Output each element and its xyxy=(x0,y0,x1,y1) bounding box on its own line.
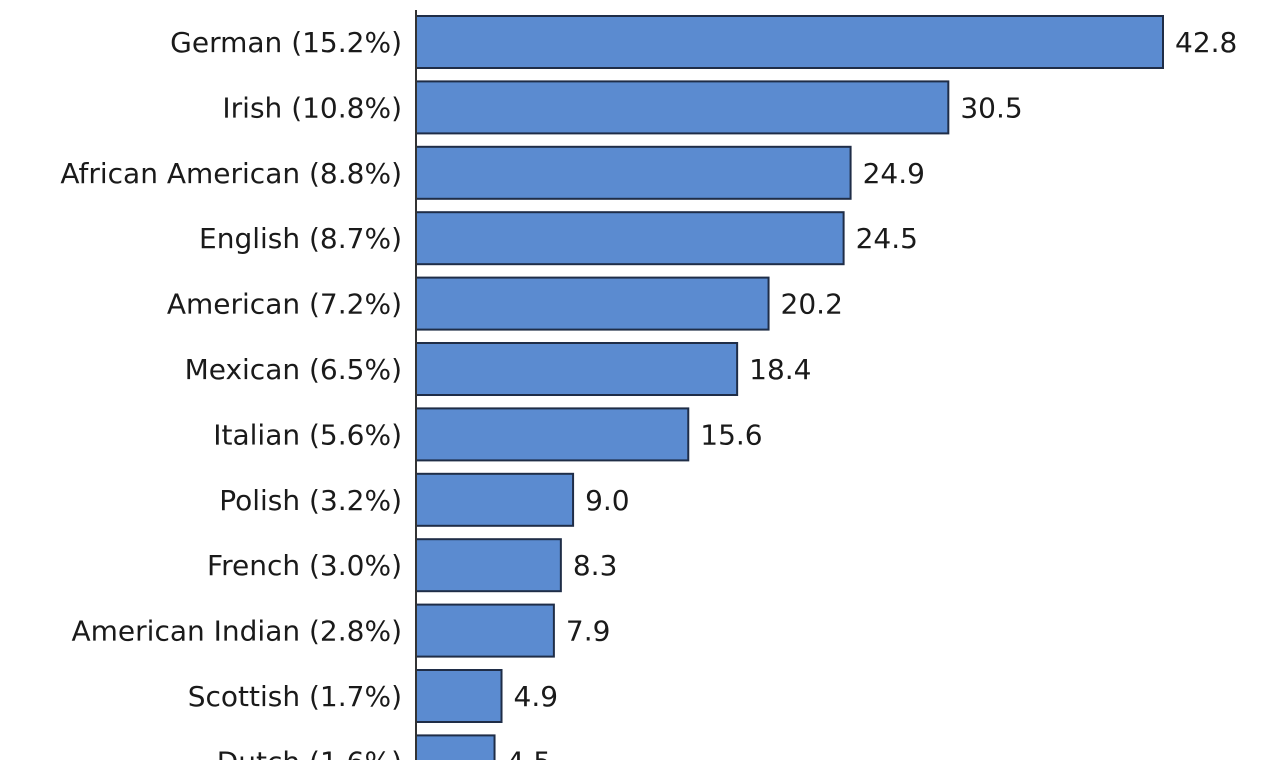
category-label: French (3.0%) xyxy=(207,549,402,582)
bar xyxy=(415,472,575,527)
category-label: English (8.7%) xyxy=(199,222,402,255)
category-label: German (15.2%) xyxy=(170,26,402,59)
bar xyxy=(415,603,555,658)
bar xyxy=(415,276,770,331)
bar xyxy=(415,15,1164,69)
value-label: 24.5 xyxy=(856,222,918,255)
bar xyxy=(415,342,739,396)
value-label: 15.6 xyxy=(700,418,762,451)
bar xyxy=(415,145,852,200)
value-label: 18.4 xyxy=(749,353,811,386)
category-label: African American (8.8%) xyxy=(60,157,402,190)
category-label: Scottish (1.7%) xyxy=(188,680,402,713)
bars-layer xyxy=(415,15,1164,765)
value-label: 7.9 xyxy=(566,615,611,648)
bar xyxy=(415,538,562,593)
value-label: 9.0 xyxy=(585,484,630,517)
category-label: Italian (5.6%) xyxy=(213,418,402,451)
category-labels: German (15.2%) Irish (10.8%) African Ameri… xyxy=(60,26,403,765)
value-label: 42.8 xyxy=(1175,26,1237,59)
value-label: 8.3 xyxy=(573,549,618,582)
value-labels: 42.8 30.5 24.9 24.5 20.2 18.4 15.6 9.0 8.3 7.94.9… xyxy=(507,26,1238,765)
category-label: Irish (10.8%) xyxy=(222,91,402,124)
category-label: Mexican (6.5%) xyxy=(185,353,402,386)
bar xyxy=(415,734,496,765)
value-label: 30.5 xyxy=(960,91,1022,124)
bar xyxy=(415,80,950,135)
category-label: American Indian (2.8%) xyxy=(72,615,403,648)
category-label: American (7.2%) xyxy=(167,288,402,321)
bar xyxy=(415,407,690,462)
value-label: 20.2 xyxy=(781,288,843,321)
value-label: 24.9 xyxy=(863,157,925,190)
value-label: 4.5 xyxy=(507,745,552,760)
value-label: 4.9 xyxy=(514,680,559,713)
bar xyxy=(415,211,845,266)
category-label: Polish (3.2%) xyxy=(219,484,402,517)
category-label: Dutch (1.6%) xyxy=(217,745,402,760)
bar xyxy=(415,669,503,723)
